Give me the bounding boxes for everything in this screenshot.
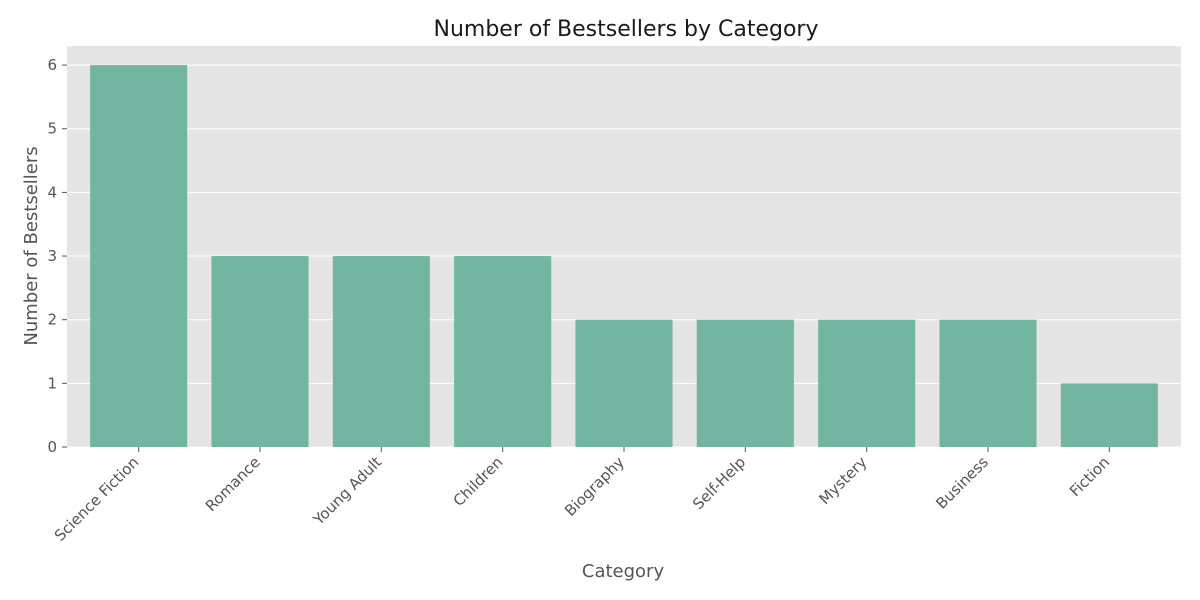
- y-tick-label: 3: [47, 247, 57, 265]
- y-axis-ticks: 0 1 2 3 4 5 6: [47, 56, 67, 456]
- bar: [90, 65, 188, 447]
- y-tick-label: 4: [47, 183, 57, 201]
- x-axis-ticks: Science Fiction Romance Young Adult Childre…: [51, 447, 1113, 545]
- bar: [332, 256, 430, 447]
- y-axis-label: Number of Bestsellers: [21, 146, 42, 345]
- x-tick-label: Business: [932, 453, 992, 513]
- bars: [90, 65, 1158, 447]
- y-tick-label: 1: [47, 374, 57, 392]
- x-axis-label: Category: [582, 561, 665, 582]
- y-tick-label: 0: [47, 438, 57, 456]
- y-tick-label: 6: [47, 56, 57, 74]
- x-tick-label: Young Adult: [309, 453, 385, 529]
- x-tick-label: Romance: [202, 453, 264, 515]
- y-tick-label: 5: [47, 120, 57, 138]
- x-tick-label: Self-Help: [689, 453, 749, 513]
- bar: [1060, 383, 1158, 447]
- bar: [575, 319, 673, 447]
- bar: [454, 256, 552, 447]
- y-tick-label: 2: [47, 311, 57, 329]
- bar: [818, 319, 916, 447]
- x-tick-label: Science Fiction: [51, 453, 143, 545]
- x-tick-label: Fiction: [1066, 453, 1113, 500]
- x-tick-label: Biography: [561, 453, 628, 520]
- bar: [939, 319, 1037, 447]
- chart-title: Number of Bestsellers by Category: [433, 17, 818, 42]
- bar: [696, 319, 794, 447]
- x-tick-label: Children: [450, 453, 507, 510]
- x-tick-label: Mystery: [815, 453, 870, 508]
- bar: [211, 256, 309, 447]
